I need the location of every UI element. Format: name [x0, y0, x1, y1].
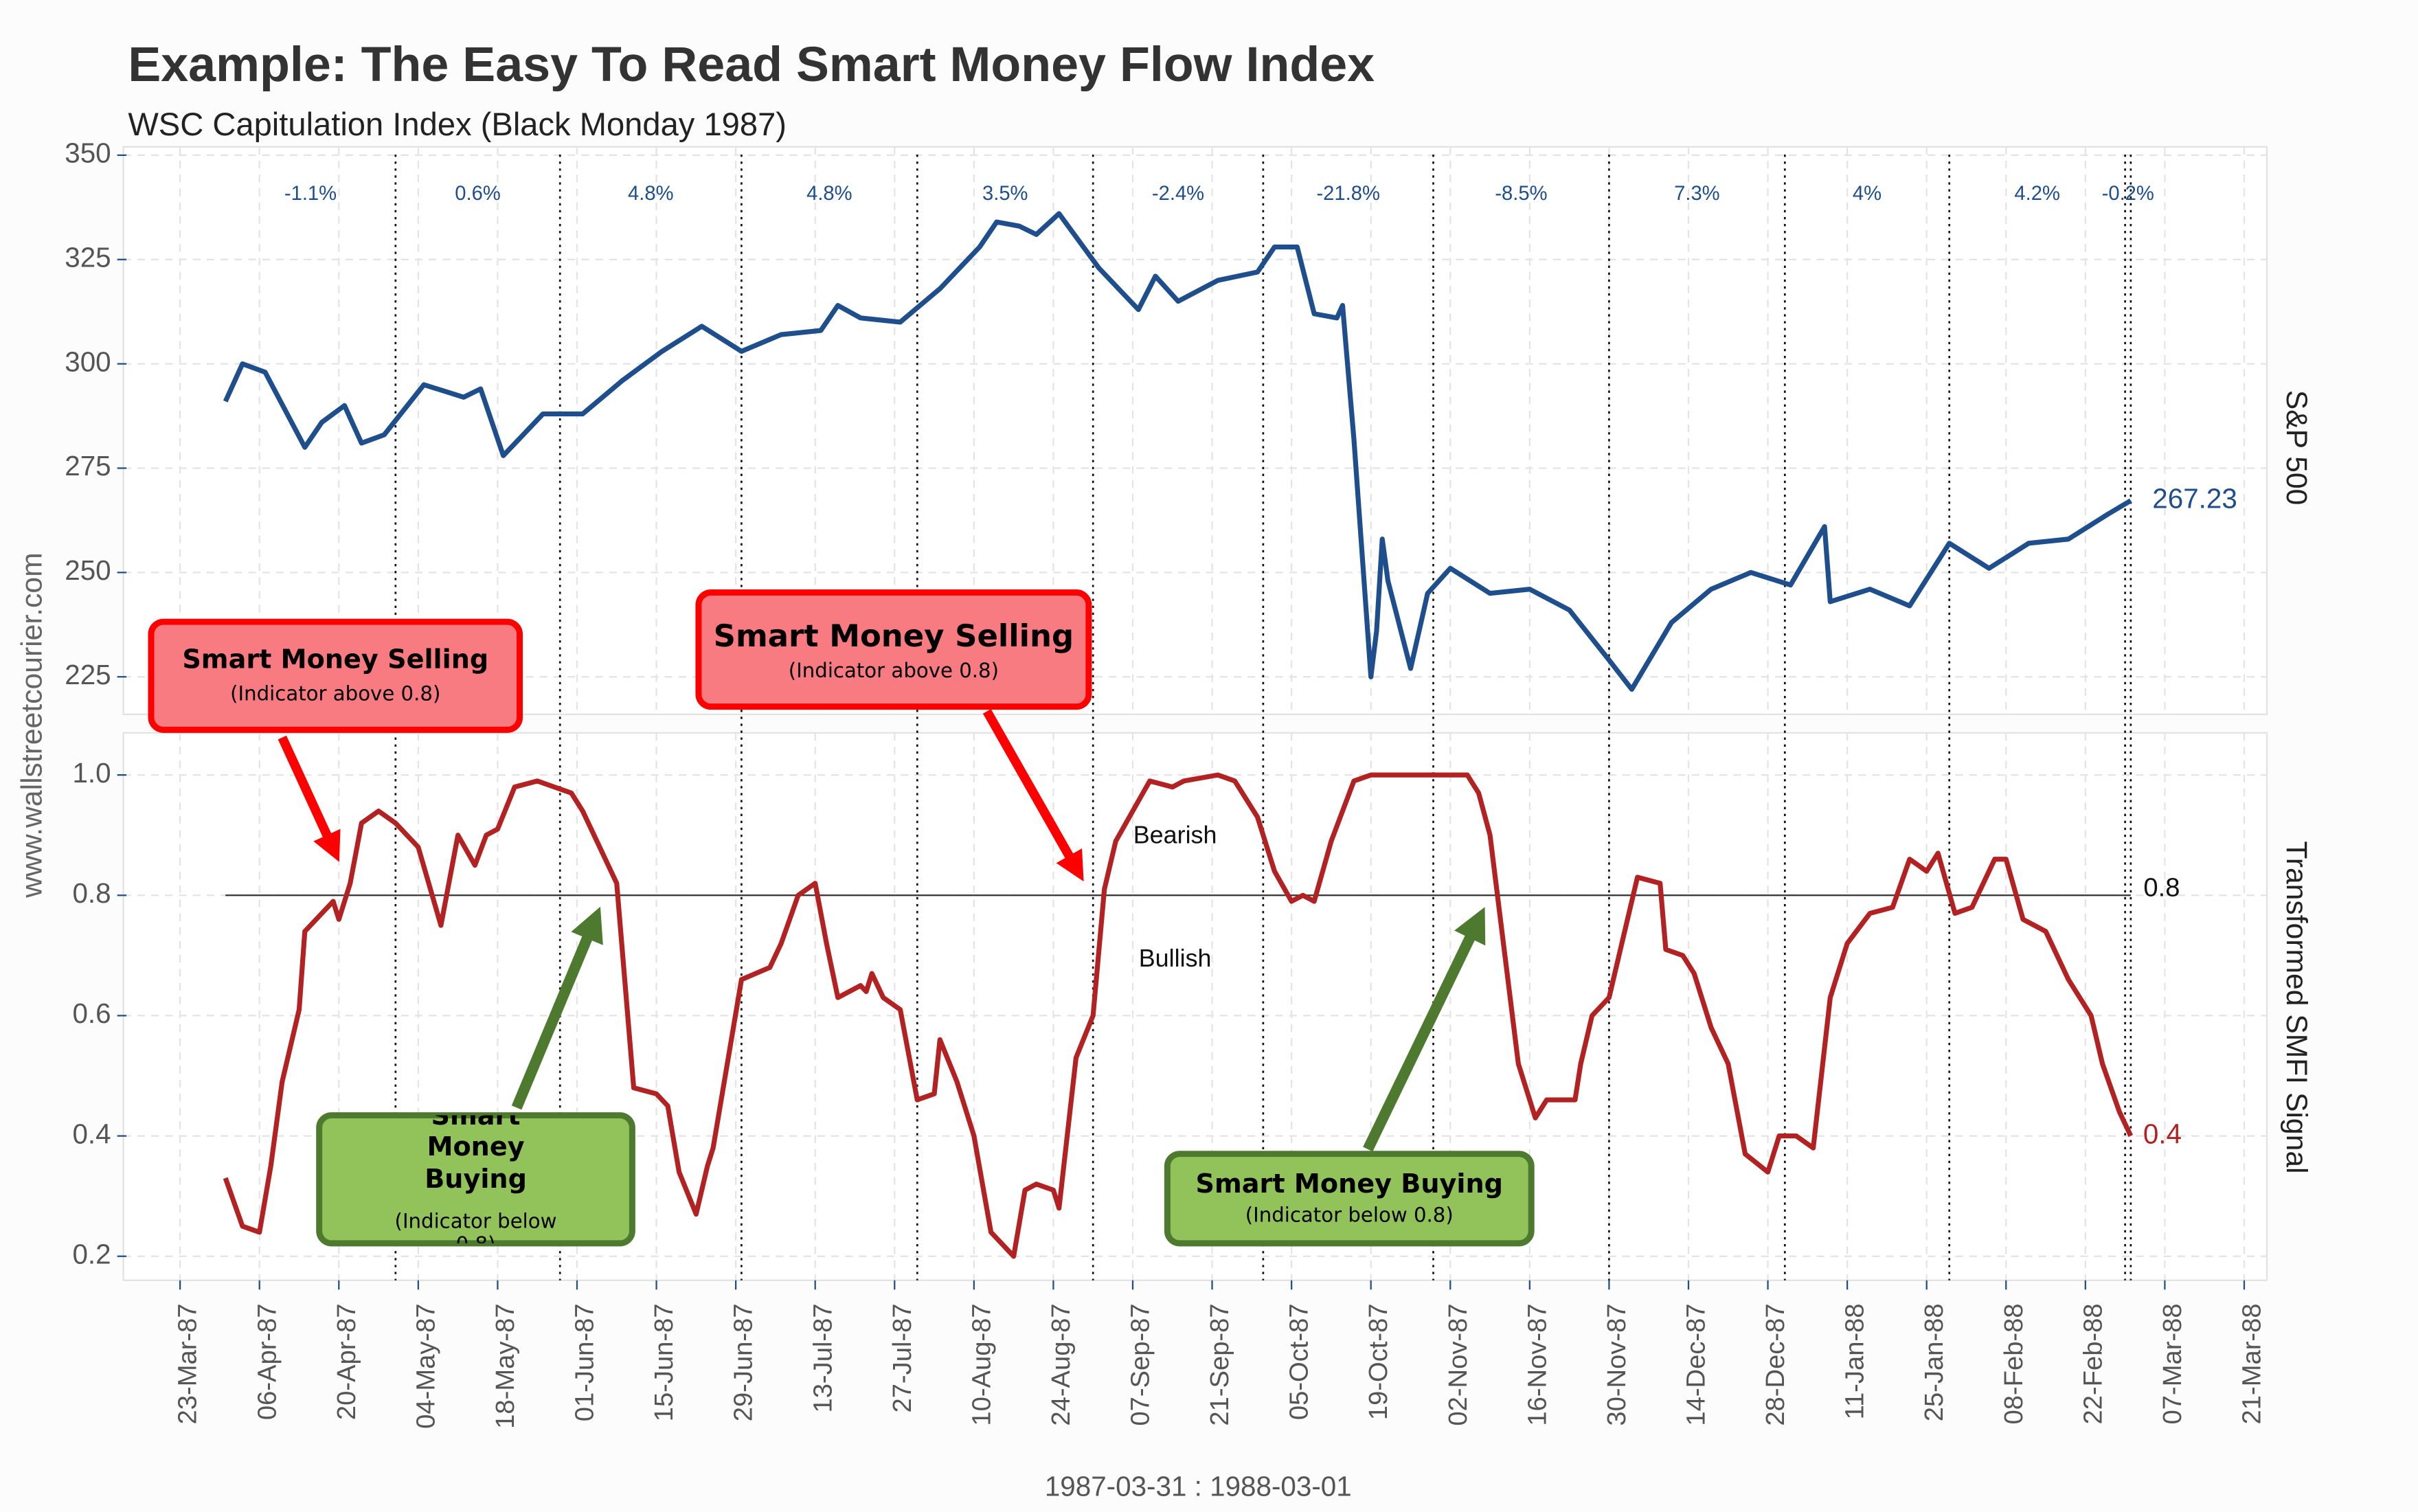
callout-box — [695, 589, 1092, 710]
callout-box — [148, 618, 523, 733]
x-tick-label: 10-Aug-87 — [967, 1303, 996, 1425]
threshold-label: 0.8 — [2143, 872, 2180, 902]
chart-title: Example: The Easy To Read Smart Money Fl… — [128, 37, 1375, 92]
monthly-return: 0.6% — [455, 183, 501, 205]
x-tick-label: 16-Nov-87 — [1522, 1303, 1552, 1425]
x-tick-label: 29-Jun-87 — [729, 1303, 758, 1421]
callout: Smart Money Selling (Indicator above 0.8) — [713, 616, 1074, 683]
x-tick-label: 22-Feb-88 — [2078, 1303, 2108, 1424]
callout: Smart Money Selling (Indicator above 0.8) — [182, 645, 489, 706]
x-tick-label: 07-Mar-88 — [2158, 1303, 2187, 1424]
x-tick-label: 23-Mar-87 — [173, 1303, 203, 1424]
callout-box — [1164, 1151, 1535, 1247]
marks — [223, 154, 2134, 1280]
monthly-return: 7.3% — [1674, 183, 1719, 205]
callout-title: Smart Money Selling — [713, 616, 1074, 654]
monthly-return: -8.5% — [1495, 183, 1547, 205]
x-tick-label: 21-Mar-88 — [2237, 1303, 2267, 1424]
series-line — [223, 772, 2134, 1259]
callout: Smart Money Buying (Indicator below 0.8) — [394, 1115, 557, 1243]
arrow — [511, 906, 603, 1110]
callout-title: Smart Money Selling — [182, 645, 489, 677]
y-tick-label: 1.0 — [72, 757, 111, 789]
x-tick-label: 06-Apr-87 — [252, 1303, 282, 1420]
arrow — [982, 709, 1084, 882]
callout-box — [316, 1112, 635, 1247]
zone-label: Bearish — [1133, 820, 1217, 848]
monthly-return: -0.2% — [2102, 183, 2154, 205]
x-tick-label: 27-Jul-87 — [888, 1303, 917, 1412]
x-tick-label: 19-Oct-87 — [1364, 1303, 1393, 1420]
chart-subtitle: WSC Capitulation Index (Black Monday 198… — [128, 106, 787, 142]
series-line — [223, 211, 2132, 692]
x-tick-label: 28-Dec-87 — [1761, 1303, 1790, 1425]
callout-subtitle: (Indicator above 0.8) — [230, 683, 441, 706]
y-tick-label: 250 — [65, 554, 111, 586]
x-tick-label: 14-Dec-87 — [1682, 1303, 1711, 1425]
x-tick-label: 07-Sep-87 — [1126, 1303, 1155, 1425]
x-tick-label: 24-Aug-87 — [1046, 1303, 1076, 1425]
zone-label: Bullish — [1139, 944, 1212, 972]
monthly-return: 3.5% — [982, 183, 1028, 205]
x-tick-label: 25-Jan-88 — [1919, 1303, 1949, 1421]
monthly-return: 4.8% — [806, 183, 852, 205]
x-axis-label: 1987-03-31 : 1988-03-01 — [1045, 1470, 1352, 1502]
y-tick-label: 0.2 — [72, 1238, 111, 1270]
x-tick-label: 01-Jun-87 — [570, 1303, 600, 1421]
x-tick-label: 11-Jan-88 — [1840, 1303, 1870, 1419]
x-tick-label: 08-Feb-88 — [1999, 1303, 2029, 1424]
x-tick-label: 05-Oct-87 — [1285, 1303, 1314, 1420]
monthly-return: -21.8% — [1316, 183, 1379, 205]
callout-subtitle: (Indicator below 0.8) — [1245, 1204, 1454, 1228]
monthly-return: -2.4% — [1152, 183, 1204, 205]
y-axis-title: Transformed SMFI Signal — [2280, 841, 2313, 1173]
x-tick-label: 15-Jun-87 — [649, 1303, 679, 1421]
x-tick-label: 18-May-87 — [490, 1303, 520, 1428]
watermark: www.wallstreetcourier.com — [16, 552, 49, 898]
x-tick-label: 13-Jul-87 — [808, 1303, 837, 1412]
x-tick-label: 02-Nov-87 — [1443, 1303, 1473, 1425]
x-tick-label: 21-Sep-87 — [1205, 1303, 1234, 1425]
last-value-label: 0.4 — [2143, 1118, 2182, 1149]
callout-subtitle: (Indicator above 0.8) — [788, 659, 999, 683]
y-tick-label: 0.4 — [72, 1118, 111, 1149]
monthly-return: -1.1% — [284, 183, 337, 205]
y-tick-label: 275 — [65, 450, 111, 482]
y-tick-label: 350 — [65, 137, 111, 169]
monthly-return: 4% — [1853, 183, 1882, 205]
monthly-return: 4.8% — [628, 183, 674, 205]
y-axis-title: S&P 500 — [2280, 390, 2313, 506]
y-tick-label: 225 — [65, 659, 111, 690]
callout-subtitle: (Indicator below 0.8) — [394, 1210, 557, 1243]
arrow — [1363, 907, 1486, 1152]
x-tick-label: 30-Nov-87 — [1602, 1303, 1631, 1425]
y-tick-label: 300 — [65, 346, 111, 377]
y-tick-label: 0.8 — [72, 877, 111, 909]
callouts: Smart Money Selling (Indicator above 0.8)… — [148, 589, 1535, 1247]
y-tick-label: 325 — [65, 241, 111, 273]
arrow — [278, 735, 341, 862]
x-tick-label: 04-May-87 — [411, 1303, 440, 1428]
last-value-label: 267.23 — [2152, 482, 2237, 514]
callout-title: Smart Money Buying — [425, 1115, 527, 1195]
callout: Smart Money Buying (Indicator below 0.8) — [1195, 1169, 1504, 1228]
callout-title: Smart Money Buying — [1195, 1169, 1504, 1201]
monthly-return: 4.2% — [2014, 183, 2060, 205]
x-tick-label: 20-Apr-87 — [332, 1303, 361, 1420]
y-tick-label: 0.6 — [72, 997, 111, 1029]
